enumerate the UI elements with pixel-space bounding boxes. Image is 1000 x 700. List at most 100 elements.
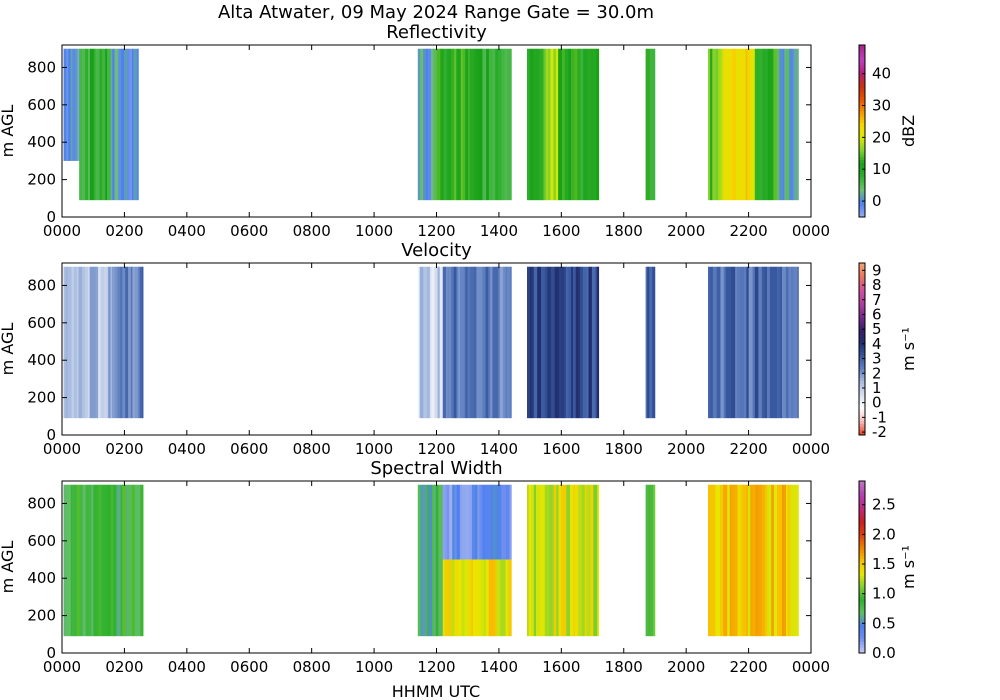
colorbar-swatch (859, 612, 865, 617)
echo-column (92, 266, 96, 419)
echo-segment (776, 48, 799, 201)
echo-column (791, 48, 794, 201)
echo-column (454, 48, 457, 201)
echo-column (797, 266, 799, 419)
echo-column (574, 484, 579, 637)
echo-column (423, 266, 428, 419)
x-tick-label: 2200 (729, 222, 767, 240)
colorbar-swatch (859, 564, 865, 568)
echo-column (109, 48, 111, 201)
echo-column (767, 48, 772, 201)
colorbar-tick-label: 40 (872, 65, 891, 83)
echo-column (419, 266, 424, 419)
echo-column (461, 266, 464, 419)
echo-column (531, 266, 535, 419)
colorbar-swatch (859, 598, 865, 602)
echo-segment (417, 484, 444, 637)
colorbar-swatch (859, 624, 865, 628)
echo-column (89, 484, 92, 637)
echo-column (65, 266, 68, 419)
echo-column (488, 48, 493, 201)
colorbar-tick-label: 3 (872, 350, 882, 368)
x-tick-label: 0400 (168, 440, 206, 458)
echo-column (496, 559, 501, 637)
echo-column (124, 48, 128, 201)
echo-segment (708, 484, 799, 637)
y-tick-label: 800 (27, 58, 56, 76)
x-tick-label: 1400 (480, 440, 518, 458)
echo-column (577, 48, 581, 201)
echo-column (462, 48, 466, 201)
echo-column (794, 484, 799, 637)
echo-column (113, 484, 117, 637)
echo-column (95, 266, 99, 419)
echo-column (125, 266, 129, 419)
colorbar-swatch (859, 285, 865, 290)
echo-column (536, 484, 540, 637)
echo-column (100, 266, 105, 419)
echo-column (495, 48, 498, 201)
colorbar-swatch (859, 76, 865, 80)
colorbar-swatch (859, 70, 865, 75)
echo-column (110, 266, 113, 419)
echo-column (456, 484, 461, 560)
echo-column (558, 484, 562, 637)
echo-column (70, 484, 73, 637)
echo-column (426, 266, 431, 419)
colorbar-swatch (859, 116, 865, 120)
echo-segment (436, 48, 475, 201)
colorbar-swatch (859, 171, 865, 175)
echo-column (507, 266, 511, 419)
echo-column (479, 484, 483, 560)
colorbar-tick-label: 0.5 (872, 614, 896, 632)
echo-column (584, 484, 587, 637)
colorbar-swatch (859, 644, 865, 648)
echo-column (426, 484, 430, 637)
echo-column (490, 484, 494, 560)
echo-data (63, 48, 799, 201)
colorbar-swatch (859, 323, 865, 327)
y-tick-label: 400 (27, 351, 56, 369)
colorbar-swatch (859, 417, 865, 422)
colorbar-swatch (859, 592, 865, 597)
echo-column (735, 484, 738, 637)
echo-column (654, 266, 656, 419)
echo-column (561, 48, 565, 201)
echo-column (563, 484, 567, 637)
echo-column (650, 484, 654, 637)
colorbar-tick-label: 1.5 (872, 555, 896, 573)
echo-column (471, 559, 474, 637)
echo-column (542, 48, 545, 201)
echo-column (723, 484, 728, 637)
echo-column (747, 484, 751, 637)
echo-column (723, 48, 727, 201)
colorbar-swatch (859, 575, 865, 579)
echo-column (566, 484, 571, 637)
colorbar-swatch (859, 165, 865, 169)
echo-segment (645, 266, 656, 419)
echo-column (469, 484, 473, 560)
x-tick-label: 0200 (105, 658, 143, 676)
echo-column (568, 266, 572, 419)
colorbar-swatch (859, 486, 865, 490)
echo-column (446, 48, 450, 201)
echo-segment (110, 48, 139, 201)
echo-segment (708, 48, 724, 201)
colorbar-swatch (859, 349, 865, 353)
echo-column (468, 48, 471, 201)
echo-column (647, 48, 651, 201)
colorbar-swatch (859, 320, 865, 324)
figure-suptitle: Alta Atwater, 09 May 2024 Range Gate = 3… (218, 2, 654, 23)
echo-segment (442, 559, 512, 637)
colorbar-swatch (859, 346, 865, 350)
echo-segment (417, 266, 444, 419)
echo-column (746, 266, 749, 419)
x-tick-label: 0800 (293, 222, 331, 240)
echo-column (72, 48, 76, 161)
colorbar-swatch (859, 334, 865, 338)
echo-segment (708, 266, 799, 419)
echo-column (114, 48, 117, 201)
colorbar-swatch (859, 131, 865, 135)
echo-column (553, 484, 557, 637)
colorbar-swatch (859, 524, 865, 528)
